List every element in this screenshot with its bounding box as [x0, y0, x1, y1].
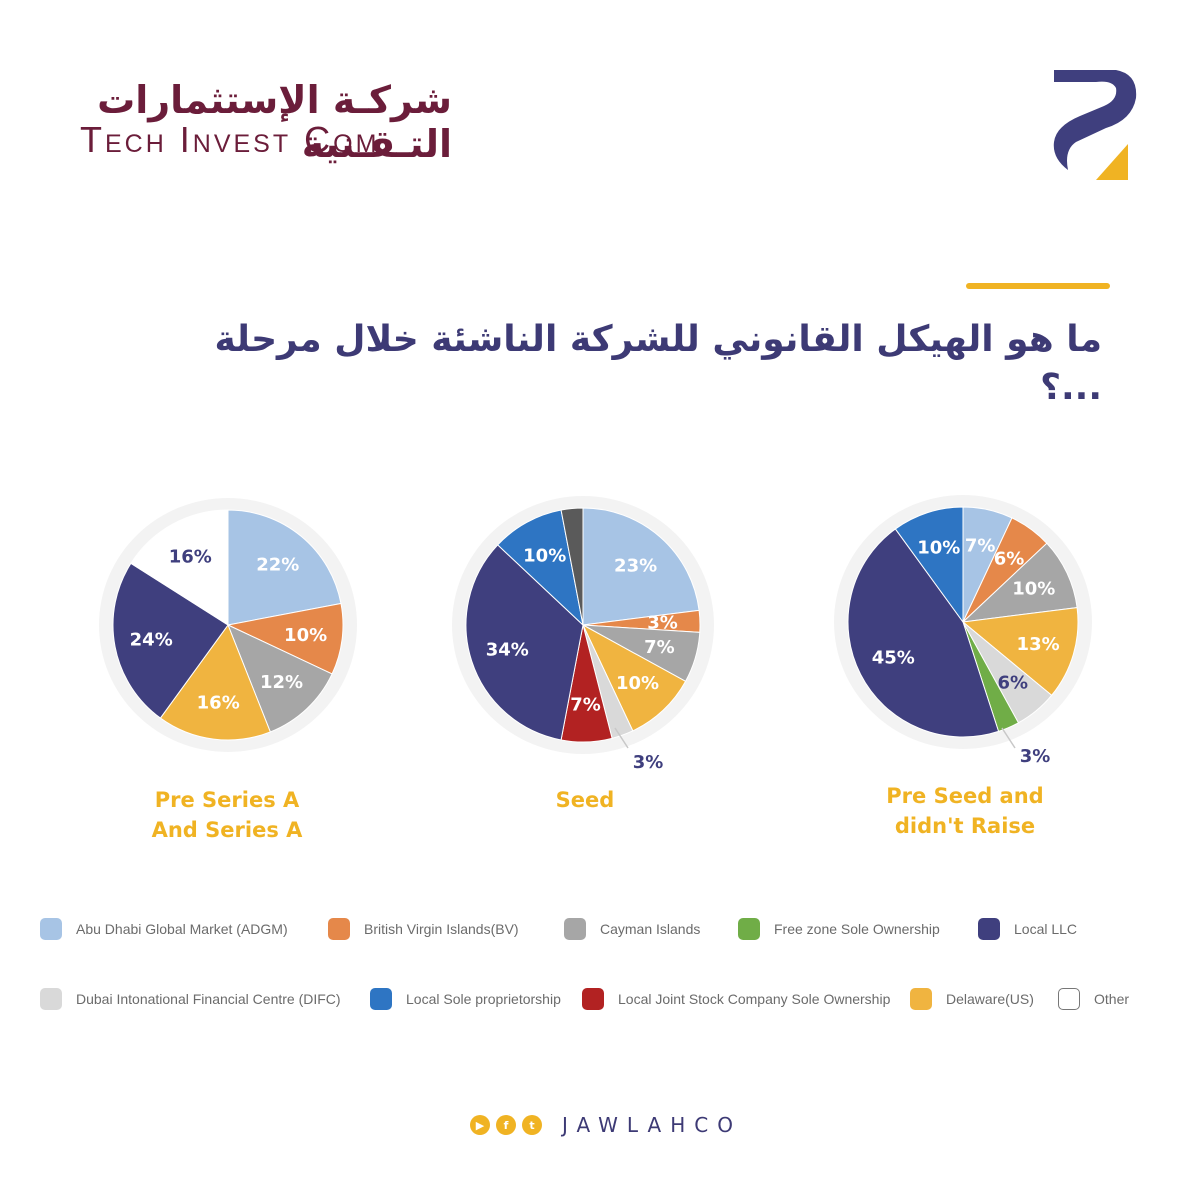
- footer-social: ▶ f t JAWLAHCO: [470, 1110, 742, 1140]
- legend-swatch: [370, 988, 392, 1010]
- legend-item-difc: Dubai Intonational Financial Centre (DIF…: [40, 988, 341, 1010]
- legend-label: British Virgin Islands(BV): [364, 921, 519, 937]
- legend-label: Abu Dhabi Global Market (ADGM): [76, 921, 288, 937]
- legend-swatch: [738, 918, 760, 940]
- pie-slice: [961, 607, 1079, 697]
- legend-item-delaware: Delaware(US): [910, 988, 1034, 1010]
- legend-label: Delaware(US): [946, 991, 1034, 1007]
- legend-swatch: [1058, 988, 1080, 1010]
- pie-slice: [130, 509, 229, 626]
- twitter-icon[interactable]: t: [522, 1115, 542, 1135]
- legend-swatch: [910, 988, 932, 1010]
- pie-slice: [581, 623, 687, 732]
- chart-title-line: And Series A: [151, 818, 303, 842]
- pie-slice: [227, 509, 342, 626]
- legend-swatch: [328, 918, 350, 940]
- chart-title-line: Seed: [555, 788, 615, 812]
- pie-slice: [560, 507, 584, 626]
- youtube-icon[interactable]: ▶: [470, 1115, 490, 1135]
- leader-line: [1001, 727, 1016, 749]
- legend-item-local-jsc: Local Joint Stock Company Sole Ownership: [582, 988, 890, 1010]
- legend-label: Local LLC: [1014, 921, 1078, 937]
- chart-title-seed: Seed: [435, 785, 735, 815]
- legend-item-local-llc: Local LLC: [978, 918, 1077, 940]
- legend-swatch: [40, 918, 62, 940]
- pie-slice: [226, 602, 344, 675]
- pie-slice: [465, 544, 584, 741]
- slice-data-label: 3%: [1020, 746, 1051, 767]
- legend-item-other: Other: [1058, 988, 1129, 1010]
- pie-slice: [497, 509, 584, 627]
- facebook-icon[interactable]: f: [496, 1115, 516, 1135]
- legend-item-bvi: British Virgin Islands(BV): [328, 918, 519, 940]
- chart-title-line: Pre Series A: [154, 788, 300, 812]
- legend-swatch: [582, 988, 604, 1010]
- pie-slice: [582, 507, 700, 626]
- pie-slice: [159, 623, 271, 741]
- legend-item-free-zone: Free zone Sole Ownership: [738, 918, 940, 940]
- brand-name-arabic: شركـة الإستثمارات التـقـنية: [97, 78, 452, 166]
- chart-title-pre-seed: Pre Seed and didn't Raise: [815, 781, 1115, 841]
- legend-label: Local Joint Stock Company Sole Ownership: [618, 991, 891, 1007]
- brand-logo-icon: [1053, 70, 1137, 180]
- chart-title-line: didn't Raise: [894, 814, 1036, 838]
- legend-item-adgm: Abu Dhabi Global Market (ADGM): [40, 918, 288, 940]
- brand-name-english: Tech Invest Com: [80, 119, 380, 160]
- legend-label: Other: [1094, 991, 1130, 1007]
- page-title: ما هو الهيكل القانوني للشركة الناشئة خلا…: [214, 319, 1102, 408]
- legend-row: Abu Dhabi Global Market (ADGM) British V…: [40, 918, 1160, 988]
- chart-title-line: Pre Seed and: [886, 784, 1044, 808]
- legend-item-cayman: Cayman Islands: [564, 918, 700, 940]
- social-handle: JAWLAHCO: [562, 1113, 742, 1137]
- legend-row: Dubai Intonational Financial Centre (DIF…: [40, 988, 1160, 1058]
- pie-slice: [894, 506, 964, 624]
- slice-data-label: 3%: [633, 752, 664, 773]
- legend-item-local-sole: Local Sole proprietorship: [370, 988, 561, 1010]
- legend-label: Local Sole proprietorship: [406, 991, 561, 1007]
- pie-slice: [227, 624, 333, 733]
- legend-swatch: [40, 988, 62, 1010]
- legend-swatch: [978, 918, 1000, 940]
- pie-slice: [961, 542, 1078, 623]
- legend-label: Cayman Islands: [600, 921, 701, 937]
- title-accent-rule: [966, 283, 1110, 289]
- chart-legend: Abu Dhabi Global Market (ADGM) British V…: [40, 918, 1160, 1058]
- legend-label: Dubai Intonational Financial Centre (DIF…: [76, 991, 341, 1007]
- pie-slice: [112, 562, 229, 719]
- legend-swatch: [564, 918, 586, 940]
- chart-title-pre-series-a: Pre Series A And Series A: [77, 785, 377, 845]
- legend-label: Free zone Sole Ownership: [774, 921, 940, 937]
- pie-slice: [847, 528, 1000, 738]
